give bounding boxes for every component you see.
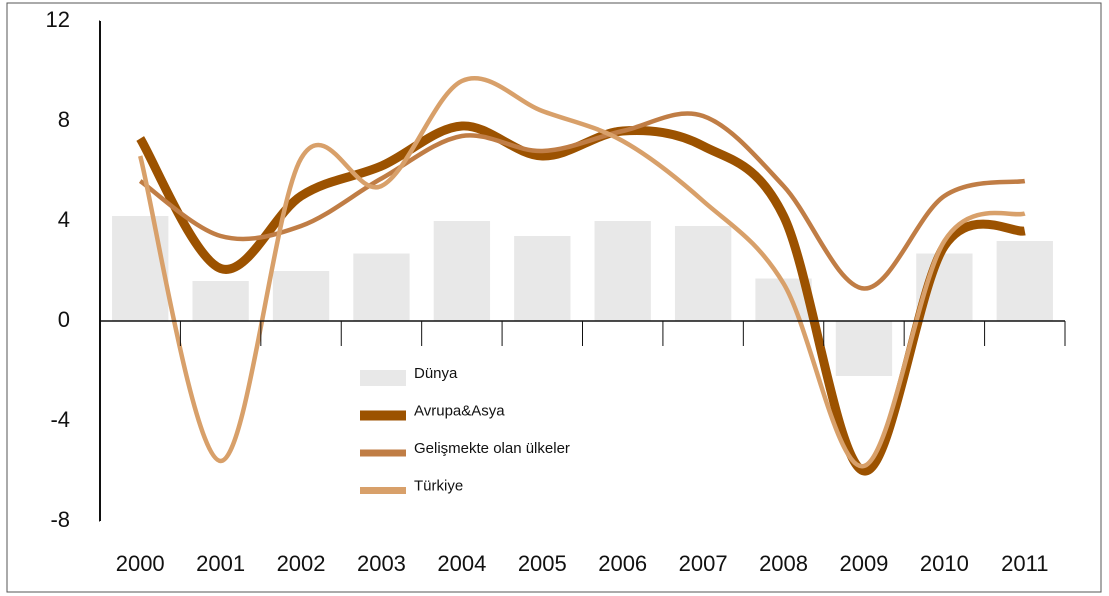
bar bbox=[272, 271, 330, 321]
y-tick-label: 0 bbox=[58, 307, 70, 332]
x-tick-label: 2010 bbox=[920, 551, 969, 576]
y-tick-label: 4 bbox=[58, 207, 70, 232]
bar bbox=[112, 216, 169, 321]
bar bbox=[594, 221, 651, 321]
bar bbox=[996, 241, 1053, 321]
x-tick-label: 2008 bbox=[759, 551, 808, 576]
legend-swatch bbox=[360, 410, 406, 421]
x-tick-label: 2003 bbox=[357, 551, 406, 576]
legend-label: Dünya bbox=[414, 365, 458, 382]
x-tick-label: 2006 bbox=[598, 551, 647, 576]
x-tick-label: 2009 bbox=[839, 551, 888, 576]
y-tick-label: -8 bbox=[50, 507, 70, 532]
legend-swatch bbox=[360, 449, 406, 457]
legend-swatch bbox=[360, 370, 406, 386]
frame bbox=[6, 2, 1102, 593]
y-tick-label: 8 bbox=[58, 107, 70, 132]
x-tick-label: 2005 bbox=[518, 551, 567, 576]
bar bbox=[192, 281, 249, 321]
line bbox=[136, 121, 1026, 476]
legend-label: Avrupa&Asya bbox=[414, 402, 505, 419]
bar bbox=[674, 226, 732, 321]
bar bbox=[433, 221, 491, 321]
bar bbox=[514, 236, 571, 321]
legend-label: Türkiye bbox=[414, 477, 463, 494]
legend-swatch bbox=[360, 487, 406, 494]
line bbox=[138, 111, 1026, 291]
x-tick-label: 2004 bbox=[437, 551, 486, 576]
y-tick-label: 12 bbox=[46, 7, 70, 32]
bar bbox=[835, 321, 893, 376]
x-tick-label: 2001 bbox=[196, 551, 245, 576]
x-tick-label: 2011 bbox=[1001, 551, 1048, 576]
x-tick-label: 2007 bbox=[679, 551, 728, 576]
x-tick-label: 2002 bbox=[277, 551, 326, 576]
y-tick-label: -4 bbox=[50, 407, 70, 432]
bar bbox=[353, 253, 410, 321]
legend-label: Gelişmekte olan ülkeler bbox=[414, 440, 570, 457]
line bbox=[138, 75, 1026, 469]
x-tick-label: 2000 bbox=[116, 551, 165, 576]
